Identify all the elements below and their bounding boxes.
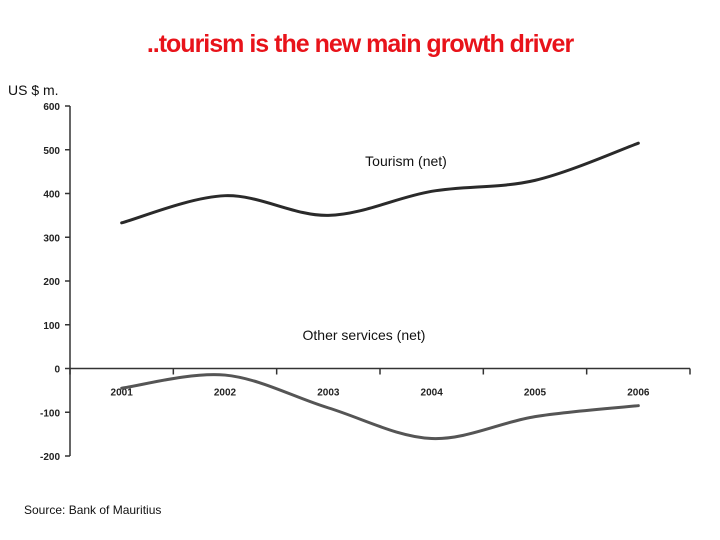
y-tick-label: 500 <box>43 146 60 157</box>
y-tick-label: 200 <box>43 277 60 288</box>
y-tick-label: -200 <box>40 452 60 463</box>
series-label-tourism: Tourism (net) <box>365 153 447 169</box>
chart-series <box>120 141 640 441</box>
x-tick-label: 2006 <box>627 388 650 399</box>
chart-axes: 600 500 400 300 200 100 0 -100 -200 2001 2002 2003 2… <box>40 102 691 463</box>
series-line-tourism <box>120 141 640 225</box>
series-label-other-services: Other services (net) <box>303 327 426 343</box>
x-tick-label: 2005 <box>524 388 547 399</box>
source-note: Source: Bank of Mauritius <box>24 503 162 517</box>
y-tick-label: 400 <box>43 190 60 201</box>
y-tick-label: 0 <box>54 365 60 376</box>
chart-series-labels: Tourism (net) Other services (net) <box>303 153 447 343</box>
x-tick-label: 2003 <box>317 388 340 399</box>
y-tick-label: -100 <box>40 408 60 419</box>
y-tick-label: 300 <box>43 233 60 244</box>
y-tick-label: 600 <box>43 102 60 113</box>
x-tick-label: 2002 <box>214 388 237 399</box>
y-tick-label: 100 <box>43 321 60 332</box>
chart-title: ..tourism is the new main growth driver <box>146 30 574 58</box>
x-tick-label: 2001 <box>111 388 134 399</box>
x-tick-label: 2004 <box>421 388 444 399</box>
series-line-other-services <box>120 373 640 441</box>
y-axis-unit: US $ m. <box>8 82 59 98</box>
